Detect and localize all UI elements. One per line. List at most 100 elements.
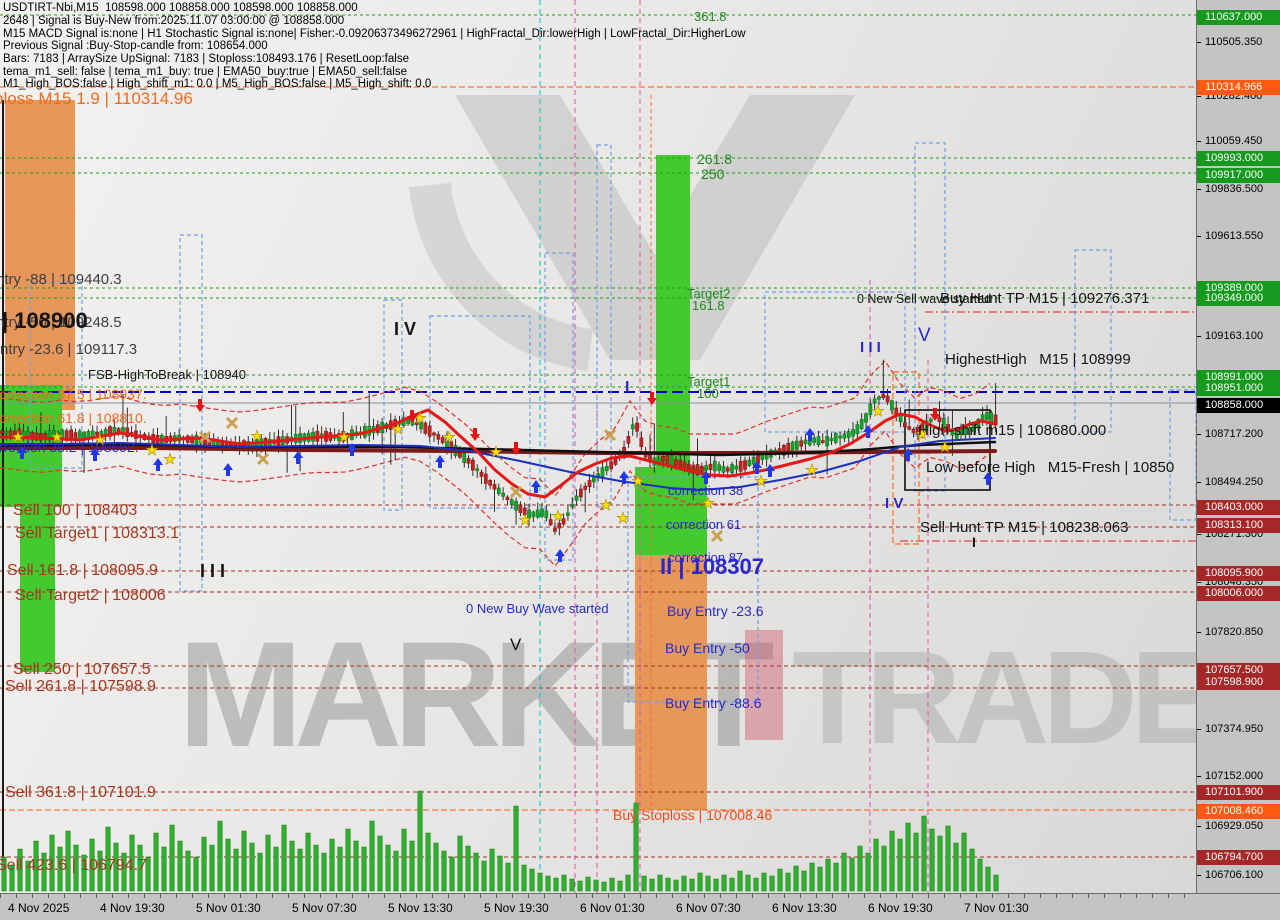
x-marker bbox=[710, 529, 724, 543]
chart-annotation: correction 61 bbox=[666, 517, 742, 532]
chart-annotation: High-shift m15 | 108680.000 bbox=[918, 422, 1107, 439]
volume-bar bbox=[425, 832, 431, 892]
candle-body bbox=[730, 464, 734, 474]
candle-body bbox=[64, 430, 69, 439]
x-marker bbox=[256, 452, 270, 466]
chart-annotation: Sell 261.8 | 107598.9 bbox=[5, 678, 156, 695]
buy-arrow-icon bbox=[435, 455, 445, 468]
volume-bar bbox=[201, 836, 207, 892]
candle-body bbox=[751, 456, 756, 465]
indicator-box bbox=[179, 234, 203, 592]
price-tick: 106706.100 bbox=[1197, 869, 1280, 881]
candle-body bbox=[747, 459, 752, 466]
volume-bar bbox=[417, 790, 423, 892]
candle-body bbox=[734, 465, 739, 470]
info-line-tema: tema_m1_sell: false | tema_m1_buy: true … bbox=[3, 65, 407, 78]
price-badge-orange: 107008.460 bbox=[1197, 804, 1280, 819]
sell-arrow-icon bbox=[195, 399, 205, 412]
volume-bar bbox=[305, 832, 311, 892]
price-badge-red: 106794.700 bbox=[1197, 850, 1280, 865]
sell-arrow-icon bbox=[511, 442, 521, 455]
volume-bar bbox=[561, 874, 567, 892]
candle-body bbox=[665, 454, 670, 464]
candle-body bbox=[907, 426, 912, 430]
candle-body bbox=[466, 458, 471, 464]
candle-body bbox=[540, 508, 544, 517]
chart-annotation: 361.8 bbox=[694, 9, 727, 24]
volume-bar bbox=[673, 879, 679, 892]
indicator-box bbox=[544, 252, 574, 561]
candle-body bbox=[842, 433, 847, 439]
volume-bar bbox=[257, 852, 263, 892]
volume-bar bbox=[657, 874, 663, 892]
chart-annotation: 0 New Sell wave started bbox=[857, 292, 992, 306]
chart-annotation: Buy Entry -50 bbox=[665, 640, 750, 656]
volume-bar bbox=[49, 834, 55, 892]
candle-body bbox=[548, 519, 553, 526]
time-label: 6 Nov 19:30 bbox=[868, 901, 933, 915]
volume-bar bbox=[745, 874, 751, 892]
buy-arrow-icon bbox=[531, 480, 541, 493]
volume-bar bbox=[529, 868, 535, 892]
candle-body bbox=[790, 441, 795, 453]
volume-bar bbox=[641, 875, 647, 892]
candle-body bbox=[423, 422, 428, 434]
candle-body bbox=[116, 428, 121, 433]
candle-body bbox=[574, 495, 579, 501]
candle-body bbox=[30, 432, 35, 440]
chart-annotation: I bbox=[625, 379, 630, 396]
volume-bar bbox=[505, 862, 511, 892]
chart-annotation: II | 108307 bbox=[660, 554, 765, 579]
buy-arrow-icon bbox=[347, 443, 357, 456]
chart-annotation: I I I bbox=[200, 561, 226, 581]
watermark-logo-icon bbox=[0, 0, 1196, 893]
chart-annotation: Entry -88 | 109440.3 bbox=[0, 271, 122, 288]
candle-body bbox=[436, 434, 441, 440]
chart-annotation: | 108900 bbox=[2, 308, 88, 333]
chart-annotation: 100 bbox=[697, 386, 719, 401]
chart-annotation: Sell 423.6 | 106794.7 bbox=[0, 857, 147, 874]
ma-blue-line bbox=[0, 437, 996, 491]
volume-bar bbox=[321, 852, 327, 892]
volume-bar bbox=[297, 848, 303, 892]
chart-annotation: 250 bbox=[701, 166, 725, 182]
candle-body bbox=[829, 437, 834, 441]
volume-bar bbox=[577, 880, 583, 892]
info-line-symbol-ohlc: USDTIRT-Nbi,M15 108598.000 108858.000 10… bbox=[3, 2, 358, 14]
volume-bar bbox=[593, 879, 599, 892]
price-scale[interactable]: 110505.350 110282.400 110059.450 109836.500… bbox=[1196, 0, 1280, 893]
chart-annotation: correction 38 bbox=[668, 483, 744, 498]
candle-body bbox=[522, 507, 527, 516]
x-marker bbox=[509, 485, 523, 499]
chart-annotation: correction 87.5 | 108937. bbox=[0, 386, 147, 402]
volume-bar bbox=[601, 881, 607, 892]
candle-body bbox=[799, 440, 804, 447]
volume-bar bbox=[393, 850, 399, 892]
candle-body bbox=[471, 459, 475, 471]
info-line-indicators: M15 MACD Signal is:none | H1 Stochastic … bbox=[3, 27, 746, 40]
candle-body bbox=[846, 431, 851, 438]
chart-area[interactable]: MARKET TRADE ★ ★ ★ ★ ★ ★ ★ ★ ★ ★ ★ ★ ★ ★ ★ ★ ★ ★ ★ ★ ★ ★ USDT… bbox=[0, 0, 1196, 893]
time-label: 7 Nov 01:30 bbox=[964, 901, 1029, 915]
chart-annotation: Sell Target2 | 108006 bbox=[15, 587, 166, 604]
candle-body bbox=[4, 431, 9, 435]
volume-bar bbox=[633, 802, 639, 892]
volume-bar bbox=[337, 846, 343, 892]
candle-body bbox=[639, 437, 644, 447]
candle-body bbox=[924, 420, 929, 432]
time-axis[interactable]: 4 Nov 2025 4 Nov 19:30 5 Nov 01:30 5 Nov 07… bbox=[0, 893, 1280, 920]
indicator-box bbox=[914, 142, 946, 492]
candle-body bbox=[609, 461, 613, 469]
volume-bar bbox=[449, 856, 455, 892]
x-marker bbox=[198, 430, 212, 444]
candle-body bbox=[108, 426, 112, 437]
buy-arrow-icon bbox=[983, 472, 993, 485]
volume-bar bbox=[737, 870, 743, 892]
volume-bar bbox=[89, 838, 95, 892]
candle-body bbox=[583, 485, 588, 490]
time-label: 4 Nov 2025 bbox=[8, 901, 70, 915]
candle-body bbox=[712, 460, 717, 472]
volume-bar bbox=[241, 830, 247, 892]
candle-body bbox=[570, 503, 575, 508]
chart-annotation: correction 61.8 | 108810. bbox=[0, 410, 147, 426]
